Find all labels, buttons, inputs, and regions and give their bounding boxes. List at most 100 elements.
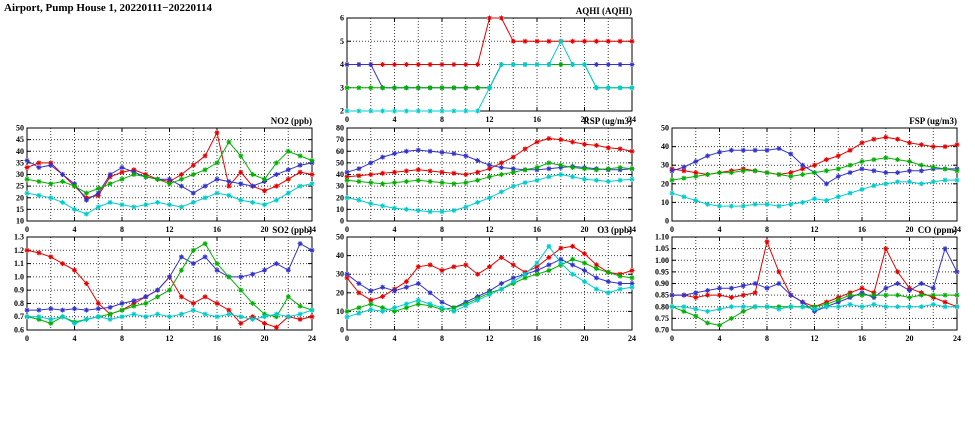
svg-text:10: 10 (336, 205, 344, 214)
svg-text:2: 2 (340, 107, 344, 116)
svg-text:16: 16 (858, 225, 866, 234)
svg-text:0.7: 0.7 (14, 312, 24, 321)
svg-text:0: 0 (665, 217, 669, 226)
svg-text:16: 16 (213, 225, 221, 234)
svg-text:80: 80 (336, 124, 344, 133)
svg-text:O3 (ppb): O3 (ppb) (597, 225, 632, 235)
svg-text:8: 8 (440, 115, 444, 124)
svg-text:40: 40 (16, 147, 24, 156)
svg-text:10: 10 (661, 198, 669, 207)
svg-text:0: 0 (345, 115, 349, 124)
svg-text:10: 10 (16, 217, 24, 226)
svg-text:0: 0 (345, 334, 349, 343)
svg-text:4: 4 (73, 225, 77, 234)
svg-text:40: 40 (336, 170, 344, 179)
svg-text:24: 24 (628, 334, 636, 343)
svg-text:16: 16 (858, 334, 866, 343)
svg-text:40: 40 (661, 142, 669, 151)
svg-text:0: 0 (340, 326, 344, 335)
svg-text:0.70: 0.70 (655, 326, 669, 335)
svg-text:8: 8 (765, 225, 769, 234)
svg-text:8: 8 (440, 225, 444, 234)
svg-text:RSP (ug/m3): RSP (ug/m3) (583, 116, 632, 126)
svg-text:24: 24 (628, 225, 636, 234)
svg-text:0: 0 (25, 334, 29, 343)
svg-text:1.2: 1.2 (14, 246, 24, 255)
svg-text:0: 0 (340, 217, 344, 226)
svg-text:4: 4 (718, 334, 722, 343)
svg-text:25: 25 (16, 182, 24, 191)
svg-text:60: 60 (336, 147, 344, 156)
svg-text:20: 20 (261, 225, 269, 234)
svg-text:16: 16 (533, 115, 541, 124)
svg-text:20: 20 (16, 193, 24, 202)
svg-text:20: 20 (261, 334, 269, 343)
svg-text:20: 20 (581, 334, 589, 343)
chart-so2: 0 4 8 12 16 20 24 0.6 0.7 0.8 0.9 1.0 1.1 1.2 1.3 SO2 (… (0, 222, 317, 351)
svg-text:20: 20 (581, 115, 589, 124)
svg-text:1.3: 1.3 (14, 233, 24, 242)
svg-text:1.1: 1.1 (14, 259, 24, 268)
svg-text:12: 12 (166, 225, 174, 234)
svg-text:0.80: 0.80 (655, 302, 669, 311)
svg-text:4: 4 (340, 60, 344, 69)
svg-text:SO2 (ppb): SO2 (ppb) (272, 225, 312, 235)
svg-text:16: 16 (213, 334, 221, 343)
svg-text:0: 0 (670, 225, 674, 234)
svg-text:0.95: 0.95 (655, 267, 669, 276)
svg-text:8: 8 (440, 334, 444, 343)
svg-text:12: 12 (486, 334, 494, 343)
svg-text:50: 50 (336, 158, 344, 167)
svg-text:20: 20 (906, 225, 914, 234)
svg-text:12: 12 (166, 334, 174, 343)
svg-text:50: 50 (16, 124, 24, 133)
chart-fsp: 0 4 8 12 16 20 24 0 10 20 30 40 50 FSP (ug/m3) (645, 113, 962, 242)
svg-text:12: 12 (486, 115, 494, 124)
svg-text:50: 50 (661, 124, 669, 133)
svg-text:30: 30 (16, 170, 24, 179)
svg-text:4: 4 (718, 225, 722, 234)
svg-text:0: 0 (670, 334, 674, 343)
svg-text:20: 20 (661, 179, 669, 188)
svg-text:24: 24 (308, 334, 316, 343)
svg-text:4: 4 (393, 115, 397, 124)
svg-text:AQHI (AQHI): AQHI (AQHI) (576, 6, 632, 16)
svg-text:4: 4 (393, 225, 397, 234)
svg-text:24: 24 (308, 225, 316, 234)
svg-text:FSP (ug/m3): FSP (ug/m3) (909, 116, 957, 126)
svg-text:8: 8 (765, 334, 769, 343)
svg-text:0.75: 0.75 (655, 314, 669, 323)
svg-text:20: 20 (581, 225, 589, 234)
svg-text:0.8: 0.8 (14, 299, 24, 308)
svg-text:20: 20 (336, 193, 344, 202)
chart-o3: 0 4 8 12 16 20 24 0 10 20 30 40 50 O3 (ppb) (320, 222, 637, 351)
svg-text:16: 16 (533, 225, 541, 234)
svg-text:8: 8 (120, 225, 124, 234)
svg-text:1.10: 1.10 (655, 233, 669, 242)
svg-text:10: 10 (336, 307, 344, 316)
chart-rsp: 0 4 8 12 16 20 24 0 10 20 30 40 50 60 70 80 RSP (ug/m3) (320, 113, 637, 242)
svg-text:1.05: 1.05 (655, 244, 669, 253)
svg-text:30: 30 (336, 182, 344, 191)
svg-text:CO (ppm): CO (ppm) (918, 225, 957, 235)
svg-text:12: 12 (811, 225, 819, 234)
svg-text:30: 30 (661, 161, 669, 170)
svg-text:0: 0 (345, 225, 349, 234)
svg-text:12: 12 (811, 334, 819, 343)
svg-text:0.85: 0.85 (655, 291, 669, 300)
chart-co: 0 4 8 12 16 20 24 0.70 0.75 0.80 0.85 0.90 0.95 1.00 1… (645, 222, 962, 351)
svg-text:6: 6 (340, 14, 344, 23)
svg-text:70: 70 (336, 135, 344, 144)
svg-text:0.90: 0.90 (655, 279, 669, 288)
svg-text:5: 5 (340, 37, 344, 46)
svg-text:24: 24 (628, 115, 636, 124)
chart-no2: 0 4 8 12 16 20 24 10 15 20 25 30 35 40 45 50 NO2 (ppb) (0, 113, 317, 242)
svg-text:16: 16 (533, 334, 541, 343)
svg-text:1.0: 1.0 (14, 272, 24, 281)
svg-text:1.00: 1.00 (655, 256, 669, 265)
svg-text:20: 20 (906, 334, 914, 343)
svg-text:35: 35 (16, 158, 24, 167)
svg-text:24: 24 (953, 334, 961, 343)
svg-text:4: 4 (73, 334, 77, 343)
